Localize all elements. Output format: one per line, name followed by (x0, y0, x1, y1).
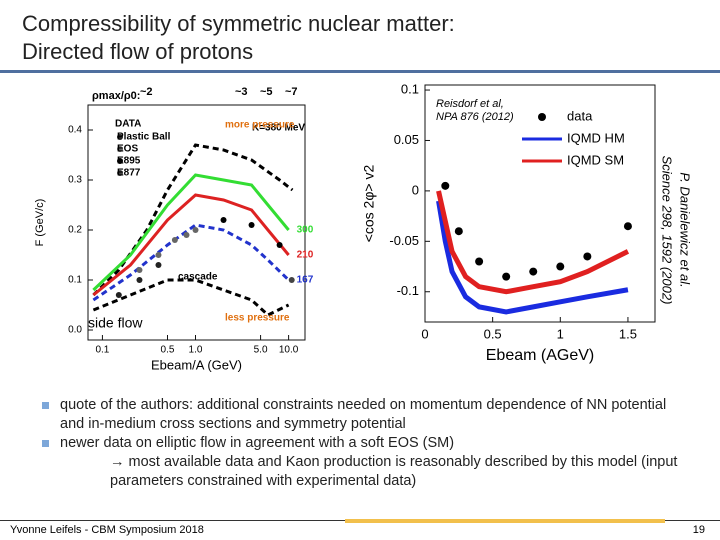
legend-label: IQMD HM (567, 130, 625, 145)
x-tick-label: 0.5 (161, 345, 175, 356)
footer-accent (345, 519, 665, 523)
bullet: newer data on elliptic flow in agreement… (42, 434, 682, 453)
footer-left: Yvonne Leifels - CBM Symposium 2018 (10, 524, 204, 536)
line-label: 300 (297, 225, 314, 236)
annotation: side flow (88, 315, 143, 331)
top-axis-label: ~7 (285, 86, 298, 98)
title-line: Directed flow of protons (22, 39, 254, 64)
data-point (155, 252, 162, 258)
data-point (248, 222, 255, 228)
series-line (436, 200, 629, 315)
annotation: cascade (178, 272, 218, 283)
data-point (115, 292, 122, 298)
data-point (502, 272, 511, 281)
citation-line: P. Danielewicz et al. (678, 172, 693, 287)
data-point (583, 252, 592, 261)
legend-label: data (567, 108, 593, 123)
citation: P. Danielewicz et al. Science 298, 1592 … (660, 156, 693, 305)
x-tick-label: 1.0 (189, 345, 203, 356)
y-tick-label: 0.2 (68, 225, 82, 236)
x-tick-label: 0.5 (484, 326, 502, 341)
x-tick-label: 1 (557, 326, 564, 341)
series-line (92, 278, 290, 317)
legend-label: IQMD SM (567, 152, 624, 167)
title-rule (0, 70, 720, 73)
bullet: quote of the authors: additional constra… (42, 396, 682, 434)
legend-label: E877 (117, 168, 141, 179)
annotation: less pressure (225, 313, 290, 324)
data-point (441, 181, 450, 190)
annotation: Reisdorf et al, (436, 98, 504, 110)
data-point (529, 267, 538, 276)
y-tick-label: 0 (412, 182, 419, 197)
legend-label: E895 (117, 156, 141, 167)
data-point (556, 262, 565, 271)
legend-swatch (117, 170, 123, 176)
legend-swatch (538, 113, 546, 121)
title: Compressibility of symmetric nuclear mat… (22, 10, 455, 66)
x-tick-label: 0 (421, 326, 428, 341)
line-label: 210 (297, 250, 314, 261)
series-line (436, 190, 630, 295)
legend-swatch (117, 134, 123, 140)
series-line (92, 173, 290, 292)
legend-swatch (117, 158, 123, 164)
annotation: DATA (115, 119, 141, 130)
data-point (276, 242, 283, 248)
x-axis-label: Ebeam (AGeV) (486, 347, 594, 364)
title-line: Compressibility of symmetric nuclear mat… (22, 11, 455, 36)
y-tick-label: 0.4 (68, 125, 82, 136)
y-tick-label: -0.05 (389, 233, 419, 248)
data-point (183, 232, 190, 238)
y-tick-label: 0.3 (68, 175, 82, 186)
top-axis-label: ρmax/ρ0: (92, 90, 140, 102)
annotation: NPA 876 (2012) (436, 111, 514, 123)
legend-label: Plastic Ball (117, 132, 171, 143)
data-point (454, 227, 463, 236)
citation-line: Science 298, 1592 (2002) (660, 156, 675, 305)
data-point (623, 222, 632, 231)
data-point (220, 217, 227, 223)
x-tick-label: 5.0 (254, 345, 268, 356)
data-point (475, 257, 484, 266)
annotation: K=380 MeV (252, 123, 305, 134)
y-tick-label: 0.1 (401, 81, 419, 96)
data-point (136, 267, 143, 273)
y-tick-label: 0.0 (68, 325, 82, 336)
subnote: → most available data and Kaon productio… (110, 454, 678, 489)
top-axis-label: ~5 (260, 86, 273, 98)
page-number: 19 (693, 524, 705, 536)
series-line (92, 193, 290, 297)
data-point (155, 262, 162, 268)
x-tick-label: 1.5 (619, 326, 637, 341)
y-tick-label: 0.05 (394, 132, 419, 147)
data-point (288, 277, 295, 283)
legend-label: EOS (117, 144, 138, 155)
legend-swatch (117, 146, 123, 152)
data-point (136, 277, 143, 283)
top-axis-label: ~3 (235, 86, 248, 98)
data-point (171, 237, 178, 243)
bullets: quote of the authors: additional constra… (42, 396, 682, 491)
data-point (192, 227, 199, 233)
top-axis-label: ~2 (140, 86, 153, 98)
x-tick-label: 0.1 (95, 345, 109, 356)
plot-frame (424, 84, 656, 323)
y-axis-label: <cos 2φ> v2 (361, 165, 377, 243)
x-tick-label: 10.0 (279, 345, 299, 356)
line-label: 167 (297, 275, 314, 286)
annotation: more pressure (225, 120, 295, 131)
y-axis-label: F (GeV/c) (34, 199, 46, 247)
x-axis-label: Ebeam/A (GeV) (151, 357, 242, 372)
y-tick-label: 0.1 (68, 275, 82, 286)
y-tick-label: -0.1 (397, 283, 419, 298)
